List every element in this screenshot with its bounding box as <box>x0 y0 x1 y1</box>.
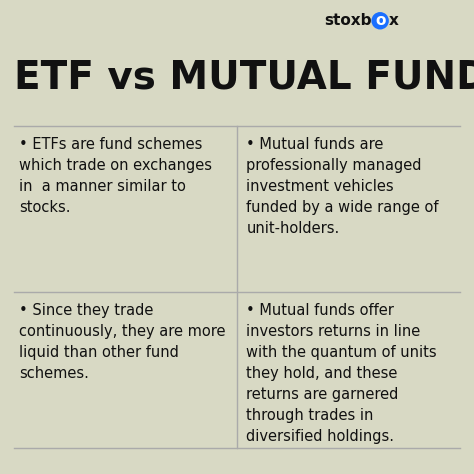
Text: x: x <box>389 13 399 28</box>
Text: • Mutual funds are
professionally managed
investment vehicles
funded by a wide r: • Mutual funds are professionally manage… <box>246 137 439 237</box>
Text: o: o <box>375 13 385 28</box>
Text: • ETFs are fund schemes
which trade on exchanges
in  a manner similar to
stocks.: • ETFs are fund schemes which trade on e… <box>19 137 212 216</box>
Text: • Mutual funds offer
investors returns in line
with the quantum of units
they ho: • Mutual funds offer investors returns i… <box>246 303 437 444</box>
Text: stoxb: stoxb <box>325 13 372 28</box>
Text: • Since they trade
continuously, they are more
liquid than other fund
schemes.: • Since they trade continuously, they ar… <box>19 303 226 382</box>
Text: ETF vs MUTUAL FUNDS: ETF vs MUTUAL FUNDS <box>14 59 474 97</box>
